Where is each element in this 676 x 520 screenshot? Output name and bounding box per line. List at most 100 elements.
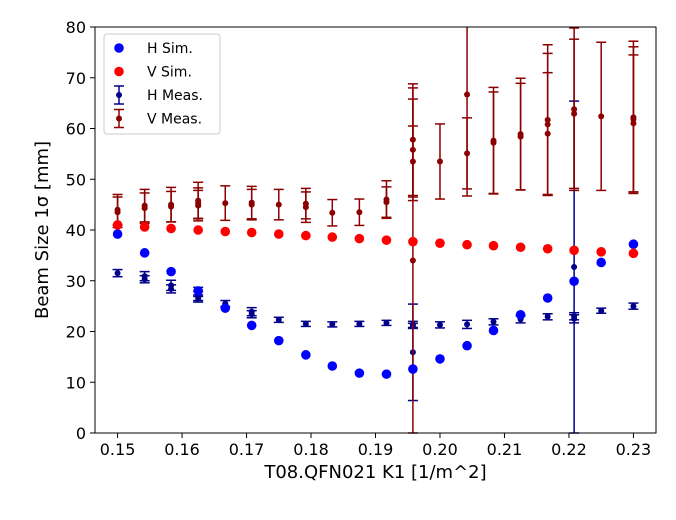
x-tick-label: 0.18 <box>293 440 329 459</box>
data-point <box>628 248 639 259</box>
data-point <box>517 133 524 140</box>
y-tick-label: 60 <box>66 120 86 139</box>
data-point <box>628 239 639 250</box>
data-point <box>354 368 365 378</box>
plot-marks <box>112 27 639 434</box>
x-tick-label: 0.20 <box>422 440 458 459</box>
x-axis-label: T08.QFN021 K1 [1/m^2] <box>263 462 486 483</box>
data-point <box>435 238 445 248</box>
data-point <box>381 369 392 379</box>
data-point <box>248 311 255 318</box>
data-point <box>571 264 578 271</box>
data-point <box>139 222 150 232</box>
data-point <box>462 340 472 351</box>
data-point <box>488 240 499 251</box>
data-point <box>302 320 309 327</box>
data-point <box>195 295 202 302</box>
data-point <box>327 232 338 242</box>
data-point <box>301 230 311 241</box>
data-point <box>168 203 175 210</box>
data-point <box>195 202 202 209</box>
data-point <box>490 318 497 325</box>
data-point <box>275 316 282 323</box>
legend-label: V Sim. <box>147 65 192 81</box>
y-tick-label: 0 <box>76 424 86 443</box>
y-tick-label: 30 <box>66 272 86 291</box>
legend-item-v-meas: V Meas. <box>114 108 202 129</box>
x-tick-label: 0.16 <box>164 440 200 459</box>
data-point <box>248 201 255 208</box>
data-point <box>193 225 203 235</box>
data-point <box>569 276 579 287</box>
y-tick-label: 10 <box>66 373 86 392</box>
data-point <box>569 245 579 256</box>
y-tick-label: 50 <box>66 170 86 189</box>
data-point <box>515 309 526 320</box>
data-point <box>222 200 229 207</box>
data-point <box>630 120 637 127</box>
data-point <box>464 150 471 157</box>
y-tick-label: 70 <box>66 69 86 88</box>
legend-marker <box>114 43 124 53</box>
x-tick-label: 0.21 <box>487 440 523 459</box>
data-point <box>301 350 311 360</box>
data-point <box>112 220 123 230</box>
legend-marker <box>116 115 122 122</box>
data-point <box>462 239 472 250</box>
data-point <box>409 257 416 264</box>
y-tick-label: 80 <box>66 18 86 37</box>
data-point <box>544 130 551 137</box>
data-point <box>327 361 338 371</box>
y-tick-label: 40 <box>66 221 86 240</box>
series-h-sim <box>112 229 639 379</box>
x-tick-label: 0.22 <box>551 440 587 459</box>
x-tick-label: 0.19 <box>358 440 394 459</box>
legend-marker <box>116 92 122 98</box>
data-point <box>356 320 363 327</box>
legend-label: H Sim. <box>147 41 193 57</box>
legend-item-h-meas: H Meas. <box>114 85 203 105</box>
data-point <box>488 325 499 336</box>
legend-item-v-sim: V Sim. <box>114 65 192 81</box>
legend-label: H Meas. <box>147 88 203 104</box>
data-point <box>435 354 445 364</box>
data-point <box>490 139 497 146</box>
y-axis-label: Beam Size 1σ [mm] <box>32 141 53 319</box>
data-point <box>329 321 336 328</box>
legend-item-h-sim: H Sim. <box>114 41 193 57</box>
data-point <box>112 229 123 239</box>
data-point <box>193 286 203 296</box>
data-point <box>598 307 605 314</box>
data-point <box>273 335 284 346</box>
legend-marker <box>114 66 124 77</box>
data-point <box>141 276 148 283</box>
data-point <box>544 313 551 320</box>
data-point <box>220 303 231 313</box>
data-point <box>246 227 257 238</box>
data-point <box>596 257 606 268</box>
axis-ticks: 0.15 0.16 0.17 0.18 0.19 0.20 0.21 0.22 0.23 0 10 2… <box>66 18 652 459</box>
data-point <box>114 209 121 216</box>
data-point <box>141 205 148 212</box>
data-point <box>273 229 284 239</box>
data-point <box>464 91 471 98</box>
data-point <box>168 285 175 292</box>
data-point <box>383 199 390 206</box>
data-point <box>166 266 176 277</box>
data-point <box>542 243 553 254</box>
data-point <box>436 158 443 165</box>
data-point <box>383 319 390 326</box>
legend-box <box>103 33 221 135</box>
data-point <box>166 223 176 234</box>
data-point <box>436 321 443 328</box>
data-point <box>329 209 336 216</box>
data-point <box>381 235 392 245</box>
data-point <box>598 113 605 120</box>
series-h-meas <box>112 100 639 434</box>
legend: H Sim. V Sim. H Meas. V Meas. <box>103 33 221 135</box>
data-point <box>302 204 309 211</box>
data-point <box>220 226 231 237</box>
y-tick-label: 20 <box>66 323 86 342</box>
data-point <box>246 320 257 331</box>
